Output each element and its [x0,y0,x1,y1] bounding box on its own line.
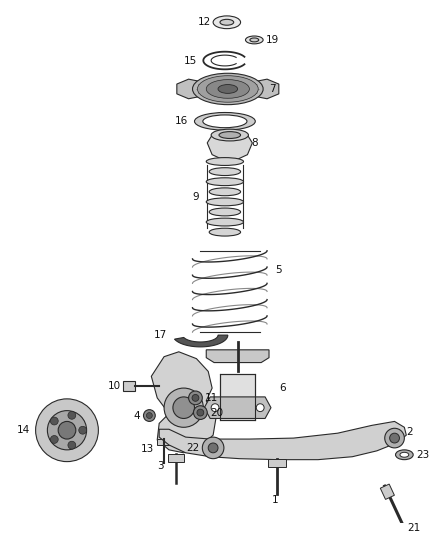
Ellipse shape [209,208,240,216]
Circle shape [47,410,87,450]
Text: 11: 11 [205,393,219,403]
Ellipse shape [209,168,240,175]
Circle shape [58,422,76,439]
Circle shape [390,433,399,443]
Ellipse shape [206,198,244,206]
Ellipse shape [250,38,259,42]
Ellipse shape [396,450,413,459]
Text: 7: 7 [269,84,276,94]
Text: 10: 10 [108,381,121,391]
Circle shape [79,426,87,434]
Text: 3: 3 [157,461,164,471]
Circle shape [50,417,58,425]
Text: 1: 1 [272,495,278,505]
Circle shape [189,391,202,405]
Ellipse shape [209,228,240,236]
Ellipse shape [193,73,263,104]
Polygon shape [175,335,228,347]
Circle shape [144,410,155,422]
Circle shape [164,388,203,427]
Polygon shape [157,439,171,445]
Ellipse shape [219,132,240,139]
Ellipse shape [209,188,240,196]
Text: 19: 19 [266,35,279,45]
Text: 21: 21 [407,523,420,533]
Circle shape [197,409,204,416]
Ellipse shape [198,76,258,102]
Text: 6: 6 [279,383,286,393]
Text: 15: 15 [184,55,198,66]
Ellipse shape [245,36,263,44]
Polygon shape [123,381,134,391]
Circle shape [35,399,99,462]
Ellipse shape [213,16,240,29]
Polygon shape [204,397,271,418]
Circle shape [208,443,218,453]
Text: 23: 23 [416,450,429,460]
Polygon shape [152,352,216,453]
Text: 16: 16 [174,116,187,126]
Polygon shape [168,454,184,462]
Circle shape [256,404,264,411]
Polygon shape [206,350,269,362]
Circle shape [68,441,76,449]
Polygon shape [220,374,255,421]
Ellipse shape [206,158,244,165]
Polygon shape [268,459,286,466]
Circle shape [211,404,219,411]
Ellipse shape [206,218,244,226]
Text: 4: 4 [133,410,140,421]
Polygon shape [177,79,198,99]
Text: 22: 22 [186,443,199,453]
Text: 17: 17 [154,330,167,340]
Text: 2: 2 [406,427,413,437]
Circle shape [385,429,404,448]
Text: 14: 14 [17,425,30,435]
Ellipse shape [400,453,409,457]
Text: 8: 8 [251,138,258,148]
Circle shape [192,394,199,401]
Ellipse shape [203,115,247,128]
Text: 5: 5 [275,265,282,276]
Text: 20: 20 [210,408,223,417]
Circle shape [146,413,152,418]
Text: 13: 13 [141,444,154,454]
Circle shape [68,411,76,419]
Circle shape [194,406,207,419]
Circle shape [202,437,224,459]
Ellipse shape [194,112,255,130]
Ellipse shape [206,79,249,98]
Polygon shape [207,135,252,160]
Text: 9: 9 [193,192,199,202]
Ellipse shape [211,129,248,141]
Polygon shape [380,484,394,499]
Ellipse shape [220,19,234,25]
Ellipse shape [218,85,238,93]
Polygon shape [159,422,406,459]
Text: 12: 12 [198,17,211,27]
Circle shape [50,435,58,443]
Circle shape [173,397,194,418]
Ellipse shape [206,178,244,185]
Polygon shape [257,79,279,99]
